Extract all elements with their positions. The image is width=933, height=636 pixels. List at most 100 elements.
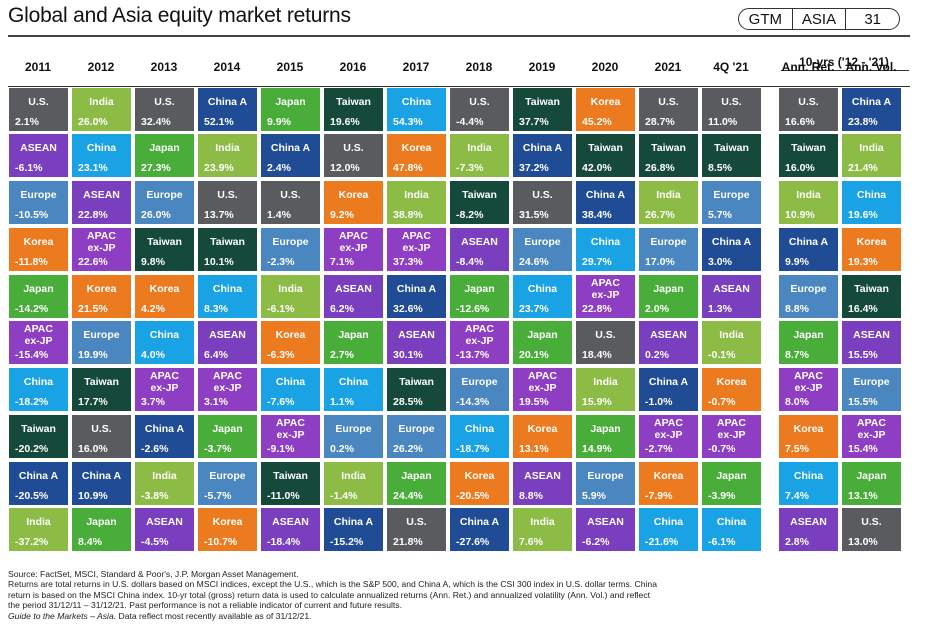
- cell-return-value: -14.2%: [15, 303, 49, 315]
- quilt-cell: Taiwan 42.0%: [576, 134, 635, 177]
- cell-market-label: China: [275, 376, 306, 388]
- cell-market-label: APAC ex-JP: [465, 323, 494, 347]
- cell-return-value: -0.7%: [708, 396, 736, 408]
- cell-return-value: 2.7%: [330, 349, 354, 361]
- cell-market-label: Taiwan: [791, 142, 826, 154]
- cell-return-value: 37.3%: [393, 256, 423, 268]
- quilt-cell: Japan 9.9%: [261, 88, 320, 131]
- cell-return-value: 37.7%: [519, 116, 549, 128]
- quilt-cell: China 7.4%: [779, 462, 838, 505]
- cell-market-label: China A: [851, 96, 892, 108]
- quilt-cell: Korea -11.8%: [9, 228, 68, 271]
- quilt-cell: Korea 45.2%: [576, 88, 635, 131]
- quilt-cell: Japan -3.7%: [198, 415, 257, 458]
- cell-market-label: China A: [711, 236, 752, 248]
- footnote-guide-text: Data reflect most recently available as …: [116, 610, 312, 621]
- cell-market-label: Japan: [275, 96, 306, 108]
- cell-market-label: Korea: [793, 423, 824, 435]
- cell-return-value: -20.5%: [456, 490, 490, 502]
- cell-market-label: India: [719, 329, 744, 341]
- quilt-cell: China A 9.9%: [779, 228, 838, 271]
- cell-return-value: 10.9%: [78, 490, 108, 502]
- quilt-cell: Japan 20.1%: [513, 321, 572, 364]
- cell-market-label: Japan: [401, 470, 432, 482]
- cell-market-label: Europe: [146, 189, 183, 201]
- quilt-cell: China -18.2%: [9, 368, 68, 411]
- quilt-cell: APAC ex-JP -2.7%: [639, 415, 698, 458]
- cell-market-label: ASEAN: [713, 283, 750, 295]
- cell-return-value: 2.8%: [785, 536, 809, 548]
- cell-return-value: -4.5%: [141, 536, 169, 548]
- cell-return-value: -4.4%: [456, 116, 484, 128]
- cell-return-value: 0.2%: [645, 349, 669, 361]
- cell-return-value: 6.4%: [204, 349, 228, 361]
- cell-return-value: -7.3%: [456, 162, 484, 174]
- cell-market-label: ASEAN: [335, 283, 372, 295]
- quilt-cell: APAC ex-JP -0.7%: [702, 415, 761, 458]
- cell-return-value: 24.4%: [393, 490, 423, 502]
- cell-return-value: 0.2%: [330, 443, 354, 455]
- quilt-cell: ASEAN 6.4%: [198, 321, 257, 364]
- cell-market-label: Taiwan: [84, 376, 119, 388]
- cell-market-label: China: [793, 470, 824, 482]
- quilt-cell: ASEAN -4.5%: [135, 508, 194, 551]
- cell-market-label: U.S.: [154, 96, 175, 108]
- quilt-cell: U.S. 18.4%: [576, 321, 635, 364]
- quilt-cell: Korea 13.1%: [513, 415, 572, 458]
- cell-market-label: China: [23, 376, 54, 388]
- cell-return-value: 4.0%: [141, 349, 165, 361]
- quilt-cell: China A 32.6%: [387, 275, 446, 318]
- cell-return-value: -15.2%: [330, 536, 364, 548]
- cell-market-label: ASEAN: [20, 142, 57, 154]
- column-header-2011: 2011: [24, 60, 52, 74]
- quilt-cell: India -7.3%: [450, 134, 509, 177]
- cell-market-label: ASEAN: [650, 329, 687, 341]
- quilt-cell: ASEAN -8.4%: [450, 228, 509, 271]
- cell-market-label: Japan: [856, 470, 887, 482]
- cell-return-value: 38.8%: [393, 209, 423, 221]
- cell-return-value: 22.6%: [78, 256, 108, 268]
- cell-market-label: Taiwan: [714, 142, 749, 154]
- quilt-cell: China -18.7%: [450, 415, 509, 458]
- quilt-cell: APAC ex-JP 22.6%: [72, 228, 131, 271]
- quilt-cell: ASEAN -6.1%: [9, 134, 68, 177]
- cell-market-label: U.S.: [469, 96, 490, 108]
- quilt-cell: China -21.6%: [639, 508, 698, 551]
- title-rule: [8, 35, 910, 37]
- quilt-cell: India 15.9%: [576, 368, 635, 411]
- quilt-cell: Europe 26.2%: [387, 415, 446, 458]
- cell-market-label: Korea: [856, 236, 887, 248]
- quilt-cell: Europe -14.3%: [450, 368, 509, 411]
- cell-market-label: China A: [81, 470, 122, 482]
- cell-return-value: -8.4%: [456, 256, 484, 268]
- cell-return-value: 8.5%: [708, 162, 732, 174]
- cell-market-label: Japan: [149, 142, 180, 154]
- quilt-cell: India 26.7%: [639, 181, 698, 224]
- quilt-cell: Japan 27.3%: [135, 134, 194, 177]
- cell-market-label: India: [89, 96, 114, 108]
- cell-return-value: 9.2%: [330, 209, 354, 221]
- cell-market-label: APAC ex-JP: [276, 417, 305, 441]
- quilt-cell: ASEAN 2.8%: [779, 508, 838, 551]
- quilt-cell: APAC ex-JP 3.7%: [135, 368, 194, 411]
- cell-market-label: U.S.: [658, 96, 679, 108]
- cell-market-label: APAC ex-JP: [794, 370, 823, 394]
- badge-divider: [791, 9, 793, 29]
- quilt-cell: U.S. 28.7%: [639, 88, 698, 131]
- cell-market-label: Korea: [275, 329, 306, 341]
- quilt-cell: ASEAN 22.8%: [72, 181, 131, 224]
- column-header-2012: 2012: [87, 60, 115, 74]
- cell-return-value: 7.1%: [330, 256, 354, 268]
- quilt-cell: Taiwan -11.0%: [261, 462, 320, 505]
- quilt-cell: U.S. 21.8%: [387, 508, 446, 551]
- quilt-cell: Europe -5.7%: [198, 462, 257, 505]
- cell-market-label: Europe: [461, 376, 498, 388]
- cell-return-value: 38.4%: [582, 209, 612, 221]
- cell-return-value: 8.0%: [785, 396, 809, 408]
- cell-market-label: ASEAN: [524, 470, 561, 482]
- cell-market-label: ASEAN: [587, 516, 624, 528]
- cell-return-value: 32.6%: [393, 303, 423, 315]
- column-header-2020: 2020: [591, 60, 619, 74]
- cell-market-label: ASEAN: [790, 516, 827, 528]
- column-header-ann-ret: Ann. Ret.: [781, 60, 835, 74]
